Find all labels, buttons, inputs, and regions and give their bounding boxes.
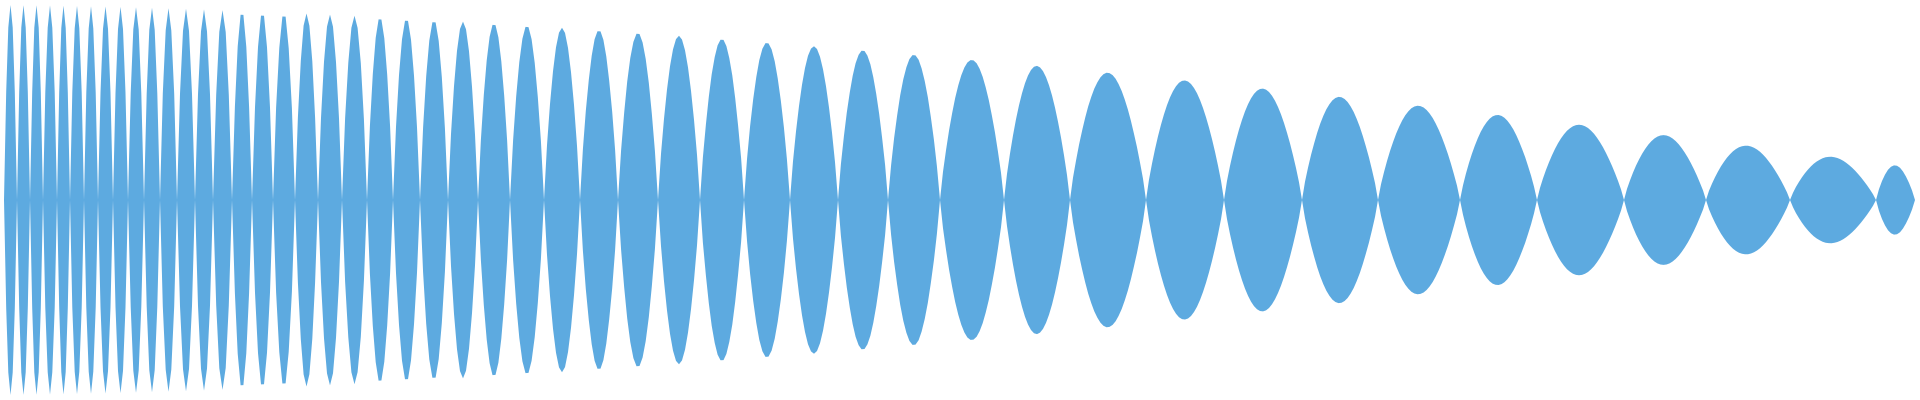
waveform-shape <box>4 5 1915 395</box>
